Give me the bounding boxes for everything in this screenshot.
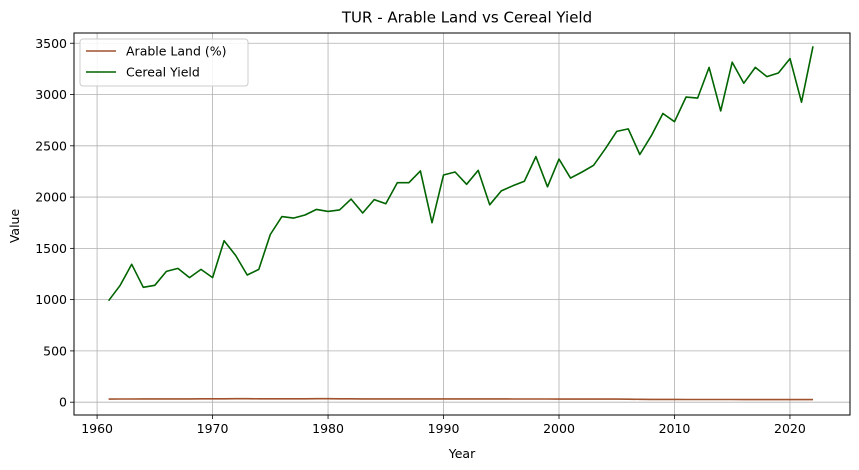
x-axis-label: Year [448,446,476,461]
y-tick-label: 2000 [35,190,67,205]
legend-box [79,38,249,87]
y-axis-label: Value [7,209,22,244]
y-tick-label: 3000 [35,87,67,102]
y-tick-label: 0 [59,395,67,410]
y-tick-label: 2500 [35,138,67,153]
chart-title: TUR - Arable Land vs Cereal Yield [341,9,592,27]
series-line-0 [108,397,813,401]
legend-label: Cereal Yield [126,65,200,80]
grid-lines [74,33,850,415]
y-tick-label: 1000 [35,292,67,307]
plot-frame [73,32,851,416]
legend: Arable Land (%) Cereal Yield [79,38,249,87]
x-tick-label: 1970 [197,421,229,436]
x-tick-label: 2010 [659,421,691,436]
x-tick-label: 2020 [774,421,806,436]
y-tick-label: 500 [43,343,67,358]
legend-label: Arable Land (%) [126,44,227,59]
series-lines [107,46,814,401]
x-tick-label: 1990 [428,421,460,436]
y-axis-ticks: 0 500 1000 1500 2000 2500 3000 3500 [35,36,74,410]
y-tick-label: 3500 [35,36,67,51]
x-tick-label: 2000 [543,421,575,436]
x-tick-label: 1960 [81,421,113,436]
y-tick-label: 1500 [35,241,67,256]
x-axis-ticks: 1960 1970 1980 1990 2000 2010 2020 [81,415,806,436]
x-tick-label: 1980 [312,421,344,436]
series-line-1 [107,46,814,302]
